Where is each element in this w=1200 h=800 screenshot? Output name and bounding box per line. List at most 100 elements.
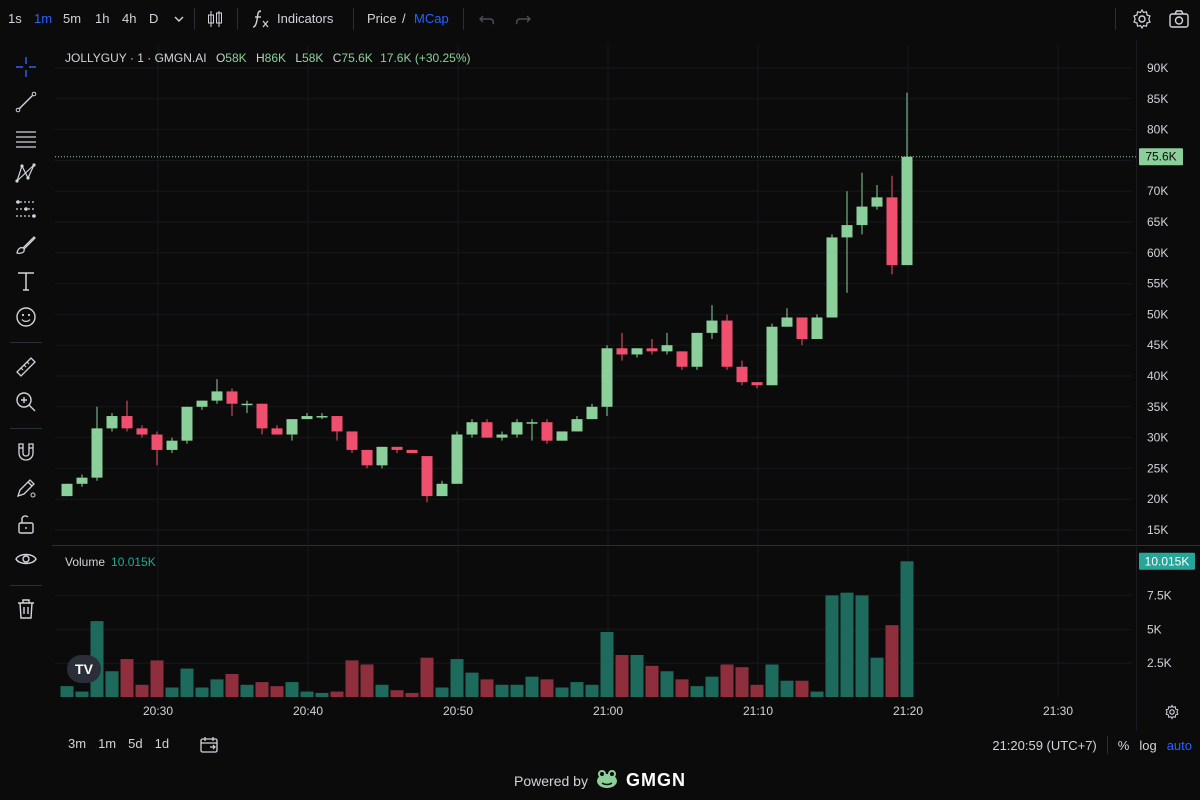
candle-body: [586, 406, 598, 420]
emoji-icon[interactable]: [10, 301, 42, 333]
volume-bar: [105, 671, 119, 697]
timeframe-1h[interactable]: 1h: [95, 11, 110, 26]
candle-body: [241, 403, 253, 406]
stay-in-drawing-mode-icon[interactable]: [10, 472, 42, 504]
candle-body: [331, 416, 343, 432]
price-toggle[interactable]: Price: [367, 11, 397, 26]
candle-body: [286, 419, 298, 435]
chevron-down-icon[interactable]: [166, 6, 192, 32]
candle-body: [451, 434, 463, 484]
candle: [796, 317, 808, 346]
volume-bar: [495, 684, 509, 697]
candle: [211, 379, 223, 404]
fx-indicators-icon[interactable]: [248, 6, 274, 32]
volume-bar: [600, 631, 614, 697]
text-tool-icon[interactable]: [10, 265, 42, 297]
candle-body: [406, 449, 418, 453]
pattern-tool-icon[interactable]: [10, 157, 42, 189]
timeframe-4h[interactable]: 4h: [122, 11, 137, 26]
timeframe-1s[interactable]: 1s: [8, 11, 22, 26]
candle-body: [196, 400, 208, 407]
camera-screenshot-icon[interactable]: [1166, 6, 1192, 32]
candle: [181, 406, 193, 444]
log-scale-toggle[interactable]: log: [1139, 737, 1157, 753]
volume-bar: [240, 684, 254, 697]
chart-overlays: 75.6K 10.015K: [55, 148, 1195, 570]
volume-bars: [60, 561, 914, 697]
date-range-calendar-icon[interactable]: [196, 732, 222, 758]
volume-bar: [900, 561, 914, 697]
low-key: L: [295, 51, 303, 65]
range-1d[interactable]: 1d: [154, 736, 170, 751]
candle-body: [511, 422, 523, 435]
candle: [481, 419, 493, 438]
horizontal-lines-icon[interactable]: [10, 122, 42, 154]
candle: [766, 323, 778, 386]
undo-icon[interactable]: [474, 6, 500, 32]
price-tick-label: 85K: [1147, 92, 1168, 106]
gmgn-frog-logo-icon: [594, 768, 620, 793]
powered-by-footer: Powered by GMGN: [0, 768, 1200, 793]
candle: [376, 446, 388, 469]
candle: [316, 412, 328, 420]
range-5d[interactable]: 5d: [128, 736, 143, 751]
low-value: 58K: [302, 51, 324, 65]
timeframe-d[interactable]: D: [149, 11, 159, 26]
price-chart[interactable]: 15K20K25K30K35K40K45K50K55K60K65K70K75K8…: [0, 0, 1200, 730]
candlestick-type-icon[interactable]: [202, 6, 228, 32]
timeframe-5m[interactable]: 5m: [63, 11, 82, 26]
range-3m[interactable]: 3m: [68, 736, 87, 751]
price-tick-label: 70K: [1147, 184, 1168, 198]
settings-gear-icon[interactable]: [1129, 6, 1155, 32]
volume-label[interactable]: Volume: [65, 555, 106, 569]
range-1m[interactable]: 1m: [98, 736, 117, 751]
candle-body: [901, 156, 913, 266]
symbol-title[interactable]: JOLLYGUY · 1 · GMGN.AI: [65, 51, 207, 65]
top-toolbar: 1s 1m 5m 1h 4h D Indicators Price / MCap: [0, 0, 1200, 38]
auto-scale-toggle[interactable]: auto: [1166, 737, 1192, 753]
timeframe-1m[interactable]: 1m: [34, 11, 53, 26]
candle: [346, 431, 358, 453]
ruler-icon[interactable]: [10, 351, 42, 383]
mcap-toggle[interactable]: MCap: [414, 11, 449, 26]
prediction-tool-icon[interactable]: [10, 193, 42, 225]
candle-body: [421, 456, 433, 497]
eye-visibility-icon[interactable]: [10, 543, 42, 575]
candle: [811, 314, 823, 340]
redo-icon[interactable]: [510, 6, 536, 32]
volume-bar: [855, 595, 869, 697]
candle: [661, 332, 673, 355]
candle-body: [226, 391, 238, 404]
candle: [286, 419, 298, 441]
trash-icon[interactable]: [10, 593, 42, 625]
powered-by-text: Powered by: [514, 772, 588, 789]
volume-tick-label: 5K: [1147, 622, 1162, 636]
indicators-button[interactable]: Indicators: [277, 11, 334, 26]
open-key: O: [215, 51, 226, 65]
time-tick-label: 21:20: [893, 704, 923, 718]
candle: [586, 403, 598, 420]
candle: [436, 480, 448, 497]
percent-scale-toggle[interactable]: %: [1117, 737, 1130, 753]
trend-line-icon[interactable]: [10, 86, 42, 118]
magnet-icon[interactable]: [10, 436, 42, 468]
price-tick-label: 15K: [1147, 523, 1168, 537]
open-value: 58K: [225, 51, 247, 65]
candle-body: [106, 416, 118, 429]
candle: [196, 400, 208, 410]
zoom-in-icon[interactable]: [10, 386, 42, 418]
candle: [556, 431, 568, 441]
candle-body: [676, 351, 688, 367]
tradingview-logo[interactable]: TV: [67, 655, 101, 683]
candle: [301, 412, 313, 420]
ohlc-legend: JOLLYGUY · 1 · GMGN.AI O58K H86K L58K C7…: [65, 51, 471, 65]
clock-timezone[interactable]: 21:20:59 (UTC+7): [992, 737, 1097, 753]
candle: [901, 92, 913, 266]
gmgn-brand: GMGN: [625, 770, 686, 790]
crosshair-icon[interactable]: [10, 51, 42, 83]
candle: [571, 416, 583, 432]
candle-body: [601, 348, 613, 407]
chart-settings-gear-icon[interactable]: [1159, 699, 1185, 725]
brush-icon[interactable]: [10, 229, 42, 261]
lock-icon[interactable]: [10, 508, 42, 540]
